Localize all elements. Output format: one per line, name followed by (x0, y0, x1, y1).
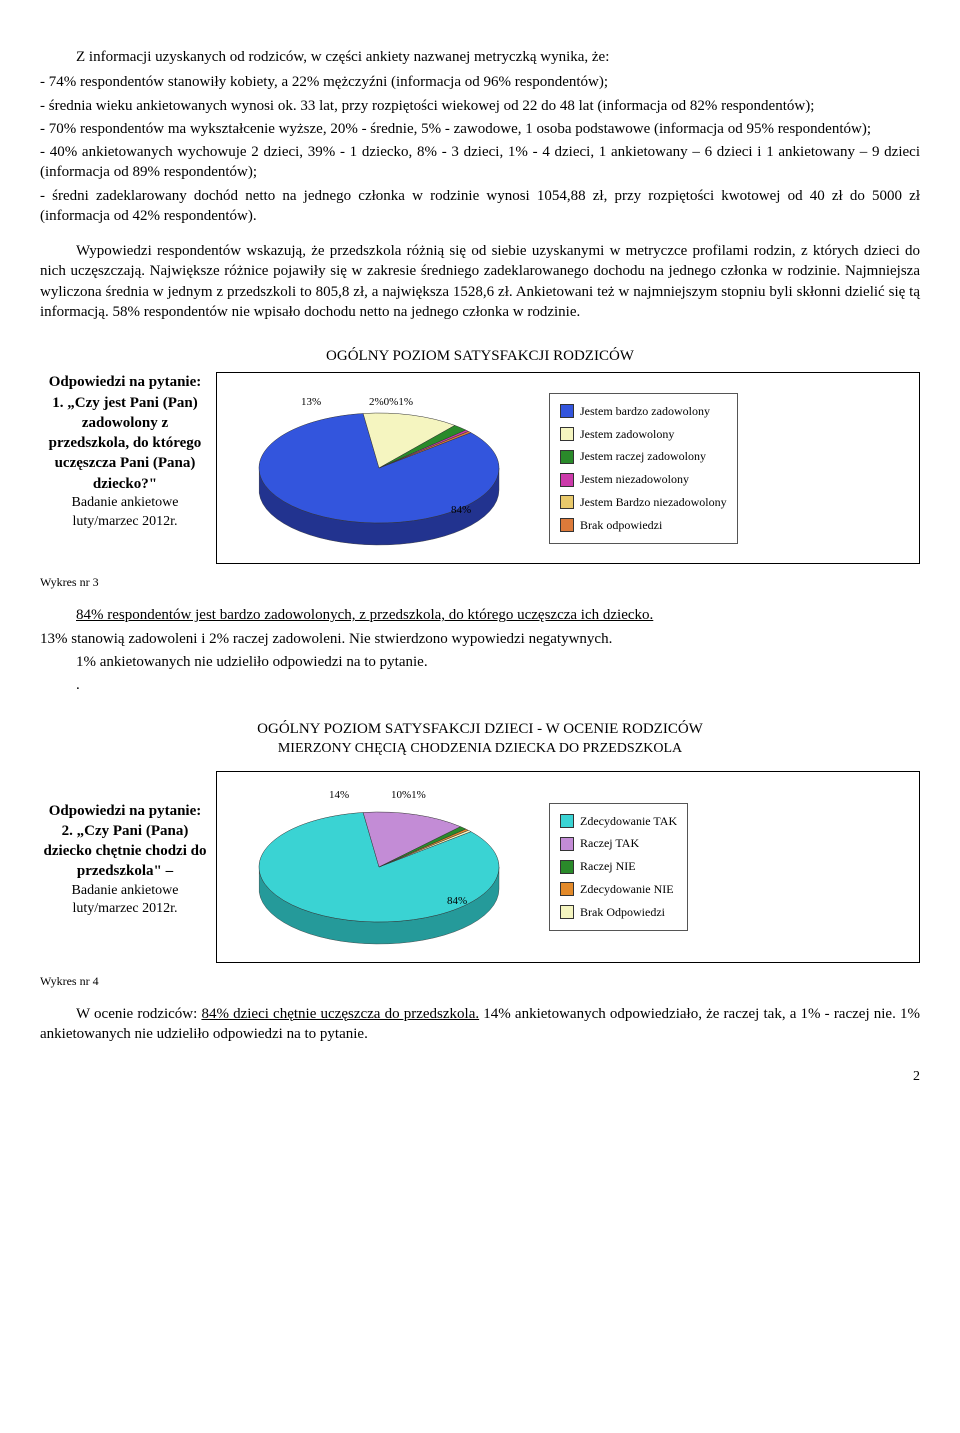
pie-label: 84% (451, 503, 471, 518)
legend-label: Jestem bardzo zadowolony (580, 400, 710, 423)
chart1-question-text: 1. „Czy jest Pani (Pan) zadowolony z prz… (40, 393, 210, 494)
legend-item: Brak Odpowiedzi (560, 901, 677, 924)
pie-label: 13% (301, 395, 321, 410)
legend-item: Raczej NIE (560, 855, 677, 878)
legend-item: Raczej TAK (560, 832, 677, 855)
legend-label: Jestem Bardzo niezadowolony (580, 491, 727, 514)
chart2-subtitle: MIERZONY CHĘCIĄ CHODZENIA DZIECKA DO PRZ… (40, 740, 920, 759)
bullet-1: - średnia wieku ankietowanych wynosi ok.… (40, 96, 920, 116)
legend-label: Zdecydowanie TAK (580, 810, 677, 833)
analysis2-under: 84% dzieci chętnie uczęszcza do przedszk… (201, 1006, 479, 1022)
analysis1-under: 84% respondentów jest bardzo zadowolonyc… (76, 607, 653, 623)
legend-label: Brak Odpowiedzi (580, 901, 665, 924)
legend-swatch (560, 905, 574, 919)
pie-label: 84% (447, 894, 467, 909)
legend-swatch (560, 427, 574, 441)
legend-item: Jestem Bardzo niezadowolony (560, 491, 727, 514)
bullet-0: - 74% respondentów stanowiły kobiety, a … (40, 72, 920, 92)
analysis1-dot: . (40, 675, 920, 695)
legend-item: Jestem raczej zadowolony (560, 445, 727, 468)
pie-label: 14% (329, 788, 349, 803)
legend-swatch (560, 837, 574, 851)
legend-label: Jestem zadowolony (580, 423, 674, 446)
chart1-body: 13%2%0%1%84% Jestem bardzo zadowolonyJes… (216, 372, 920, 564)
legend-item: Jestem bardzo zadowolony (560, 400, 727, 423)
chart1-subnote: Badanie ankietowe luty/marzec 2012r. (40, 494, 210, 532)
legend-swatch (560, 860, 574, 874)
legend-swatch (560, 518, 574, 532)
legend-item: Zdecydowanie NIE (560, 878, 677, 901)
analysis1-line3: 1% ankietowanych nie udzieliło odpowiedz… (40, 652, 920, 672)
legend-label: Jestem niezadowolony (580, 468, 689, 491)
para2: Wypowiedzi respondentów wskazują, że prz… (40, 241, 920, 322)
chart1-question-prefix: Odpowiedzi na pytanie: (40, 372, 210, 392)
legend-label: Zdecydowanie NIE (580, 878, 674, 901)
chart1-title: OGÓLNY POZIOM SATYSFAKCJI RODZICÓW (40, 346, 920, 366)
pie-label: 10%1% (391, 788, 426, 803)
chart1-pie: 13% 2%0%1% 84% (229, 383, 529, 553)
legend-swatch (560, 814, 574, 828)
legend-swatch (560, 495, 574, 509)
chart1-wykres-label: Wykres nr 3 (40, 574, 920, 590)
chart2-title: OGÓLNY POZIOM SATYSFAKCJI DZIECI - W OCE… (40, 719, 920, 739)
legend-swatch (560, 404, 574, 418)
intro-lead: Z informacji uzyskanych od rodziców, w c… (40, 47, 920, 67)
chart2-legend: Zdecydowanie TAKRaczej TAKRaczej NIEZdec… (549, 803, 688, 931)
chart2-question-prefix: Odpowiedzi na pytanie: (40, 801, 210, 821)
chart1-legend: Jestem bardzo zadowolonyJestem zadowolon… (549, 393, 738, 544)
analysis2: W ocenie rodziców: 84% dzieci chętnie uc… (40, 1004, 920, 1045)
legend-item: Brak odpowiedzi (560, 514, 727, 537)
legend-item: Zdecydowanie TAK (560, 810, 677, 833)
bullet-4: - średni zadeklarowany dochód netto na j… (40, 186, 920, 227)
bullet-3: - 40% ankietowanych wychowuje 2 dzieci, … (40, 142, 920, 183)
chart2-question: Odpowiedzi na pytanie: 2. „Czy Pani (Pan… (40, 771, 216, 920)
bullet-2: - 70% respondentów ma wykształcenie wyżs… (40, 119, 920, 139)
analysis1: 84% respondentów jest bardzo zadowolonyc… (40, 605, 920, 625)
chart2-container: Odpowiedzi na pytanie: 2. „Czy Pani (Pan… (40, 771, 920, 963)
pie-label: 2%0%1% (369, 395, 413, 410)
chart2-question-text: 2. „Czy Pani (Pana) dziecko chętnie chod… (40, 821, 210, 882)
chart2-wykres-label: Wykres nr 4 (40, 973, 920, 989)
legend-swatch (560, 450, 574, 464)
chart2-pie: 14% 10%1% 84% (229, 782, 529, 952)
analysis1-line2: 13% stanowią zadowoleni i 2% raczej zado… (40, 629, 920, 649)
analysis2-pre: W ocenie rodziców: (76, 1006, 201, 1022)
legend-label: Jestem raczej zadowolony (580, 445, 706, 468)
chart1-question: Odpowiedzi na pytanie: 1. „Czy jest Pani… (40, 372, 216, 531)
legend-item: Jestem zadowolony (560, 423, 727, 446)
legend-swatch (560, 882, 574, 896)
legend-item: Jestem niezadowolony (560, 468, 727, 491)
legend-label: Raczej TAK (580, 832, 639, 855)
legend-label: Brak odpowiedzi (580, 514, 662, 537)
legend-swatch (560, 473, 574, 487)
chart2-subnote: Badanie ankietowe luty/marzec 2012r. (40, 882, 210, 920)
page-number: 2 (40, 1068, 920, 1087)
legend-label: Raczej NIE (580, 855, 636, 878)
chart1-container: Odpowiedzi na pytanie: 1. „Czy jest Pani… (40, 372, 920, 564)
chart2-body: 14% 10%1% 84% Zdecydowanie TAKRaczej TAKRa… (216, 771, 920, 963)
